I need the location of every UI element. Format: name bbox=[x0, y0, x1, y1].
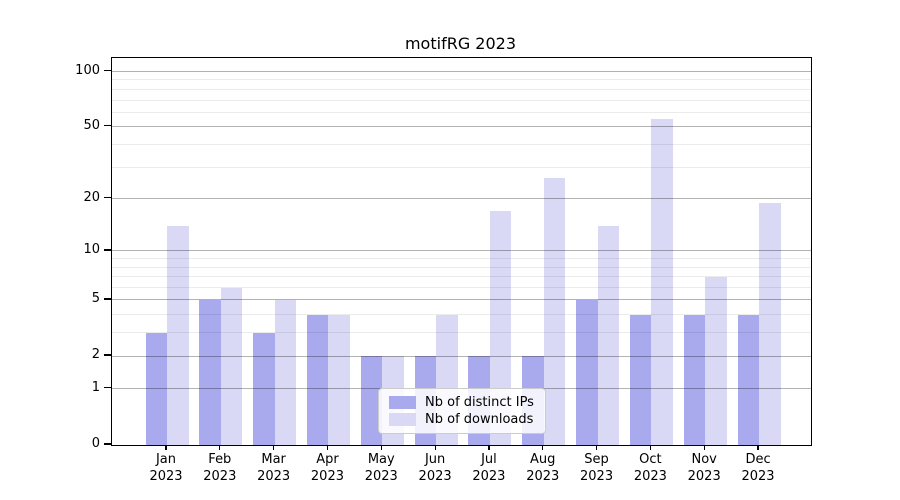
legend-item-downloads: Nb of downloads bbox=[389, 412, 535, 427]
y-axis-tick bbox=[104, 197, 111, 199]
y-axis-tick bbox=[104, 298, 111, 300]
x-axis-tick-label: Jan 2023 bbox=[126, 451, 206, 485]
bars-layer bbox=[112, 58, 811, 445]
x-axis-tick-label-year: 2023 bbox=[633, 469, 667, 484]
bar-distinct-ips bbox=[629, 314, 652, 445]
x-axis-tick bbox=[703, 445, 705, 450]
x-axis-tick-label-year: 2023 bbox=[418, 469, 452, 484]
y-axis-tick-label: 1 bbox=[91, 379, 100, 395]
bar-downloads bbox=[167, 225, 189, 445]
y-axis-tick bbox=[104, 443, 111, 445]
major-gridline bbox=[112, 126, 811, 128]
major-gridline bbox=[112, 250, 811, 252]
minor-gridline bbox=[112, 287, 811, 289]
major-gridline bbox=[112, 71, 811, 72]
minor-gridline bbox=[112, 79, 811, 81]
bar-downloads bbox=[543, 178, 566, 445]
x-axis-tick-label-year: 2023 bbox=[203, 469, 237, 484]
y-axis-tick bbox=[104, 354, 111, 356]
bar-downloads bbox=[328, 314, 350, 445]
bar-downloads bbox=[220, 287, 243, 445]
minor-gridline bbox=[112, 266, 811, 268]
x-axis-tick-label: Feb 2023 bbox=[180, 451, 260, 485]
x-axis-tick bbox=[273, 445, 275, 450]
major-gridline bbox=[112, 355, 811, 357]
legend-label-distinct-ips: Nb of distinct IPs bbox=[425, 395, 534, 410]
major-gridline bbox=[112, 299, 811, 301]
x-axis-tick-label: Aug 2023 bbox=[503, 451, 583, 485]
y-axis-tick-label: 100 bbox=[75, 62, 100, 78]
y-axis-tick-label: 20 bbox=[83, 189, 100, 205]
minor-gridline bbox=[112, 166, 811, 168]
y-axis-tick bbox=[104, 249, 111, 251]
x-axis-tick-label-year: 2023 bbox=[310, 469, 344, 484]
bar-distinct-ips bbox=[683, 314, 706, 445]
legend-swatch-distinct-ips-icon bbox=[389, 396, 416, 409]
x-axis-tick-label: Apr 2023 bbox=[287, 451, 367, 485]
x-axis-tick-label-year: 2023 bbox=[257, 469, 291, 484]
x-axis-tick-label: Mar 2023 bbox=[234, 451, 314, 485]
minor-gridline bbox=[112, 258, 811, 260]
minor-gridline bbox=[112, 143, 811, 145]
x-axis-tick-label-year: 2023 bbox=[741, 469, 775, 484]
x-axis-tick-label-year: 2023 bbox=[526, 469, 560, 484]
x-axis-tick-label-year: 2023 bbox=[149, 469, 183, 484]
x-axis-tick bbox=[542, 445, 544, 450]
minor-gridline bbox=[112, 88, 811, 90]
y-axis-tick-label: 50 bbox=[83, 117, 100, 133]
x-axis-tick-label: Jul 2023 bbox=[449, 451, 529, 485]
x-axis-tick bbox=[434, 445, 436, 450]
bar-downloads bbox=[597, 225, 620, 445]
x-axis-tick-label: Sep 2023 bbox=[557, 451, 637, 485]
minor-gridline bbox=[112, 99, 811, 101]
bar-distinct-ips bbox=[306, 314, 329, 445]
bar-downloads bbox=[274, 299, 297, 445]
x-axis-tick-label-year: 2023 bbox=[364, 469, 398, 484]
legend-swatch-downloads-icon bbox=[389, 413, 416, 426]
x-axis-tick-label: Oct 2023 bbox=[610, 451, 690, 485]
y-axis-tick bbox=[104, 69, 111, 72]
y-axis-tick bbox=[104, 387, 111, 389]
x-axis-tick-label-year: 2023 bbox=[580, 469, 614, 484]
y-axis-tick bbox=[104, 125, 111, 127]
bar-downloads bbox=[651, 119, 673, 445]
x-axis-tick bbox=[380, 445, 382, 450]
x-axis-tick-label: Nov 2023 bbox=[664, 451, 744, 485]
minor-gridline bbox=[112, 314, 811, 316]
y-axis-tick-label: 2 bbox=[91, 347, 100, 363]
y-axis-tick-label: 0 bbox=[91, 436, 100, 451]
minor-gridline bbox=[112, 111, 811, 113]
major-gridline bbox=[112, 198, 811, 200]
minor-gridline bbox=[112, 332, 811, 334]
x-axis-tick bbox=[649, 445, 651, 450]
legend: Nb of distinct IPs Nb of downloads bbox=[378, 388, 546, 434]
legend-item-distinct-ips: Nb of distinct IPs bbox=[389, 395, 535, 410]
grid-layer bbox=[112, 58, 811, 445]
bar-distinct-ips bbox=[737, 314, 760, 445]
x-axis-tick-label: May 2023 bbox=[341, 451, 421, 485]
x-axis-tick bbox=[757, 445, 759, 450]
x-axis-tick bbox=[326, 445, 329, 450]
y-axis-tick-label: 10 bbox=[83, 241, 100, 257]
bar-distinct-ips bbox=[576, 299, 598, 445]
legend-label-downloads: Nb of downloads bbox=[425, 412, 534, 427]
y-axis-tick-label: 5 bbox=[91, 290, 100, 306]
x-axis-tick-label: Jun 2023 bbox=[395, 451, 475, 485]
bar-distinct-ips bbox=[199, 299, 221, 445]
x-axis-tick bbox=[488, 445, 490, 450]
bar-distinct-ips bbox=[253, 332, 275, 445]
bar-downloads bbox=[759, 202, 781, 445]
bar-downloads bbox=[705, 276, 727, 445]
minor-gridline bbox=[112, 276, 811, 278]
x-axis-tick bbox=[165, 445, 167, 450]
chart-title: motifRG 2023 bbox=[404, 34, 517, 53]
bar-distinct-ips bbox=[145, 332, 167, 445]
x-axis-tick-label-year: 2023 bbox=[687, 469, 721, 484]
x-axis-tick bbox=[595, 445, 598, 450]
x-axis-tick bbox=[219, 445, 221, 450]
x-axis-tick-label-year: 2023 bbox=[472, 469, 506, 484]
x-axis-tick-label: Dec 2023 bbox=[718, 451, 798, 485]
